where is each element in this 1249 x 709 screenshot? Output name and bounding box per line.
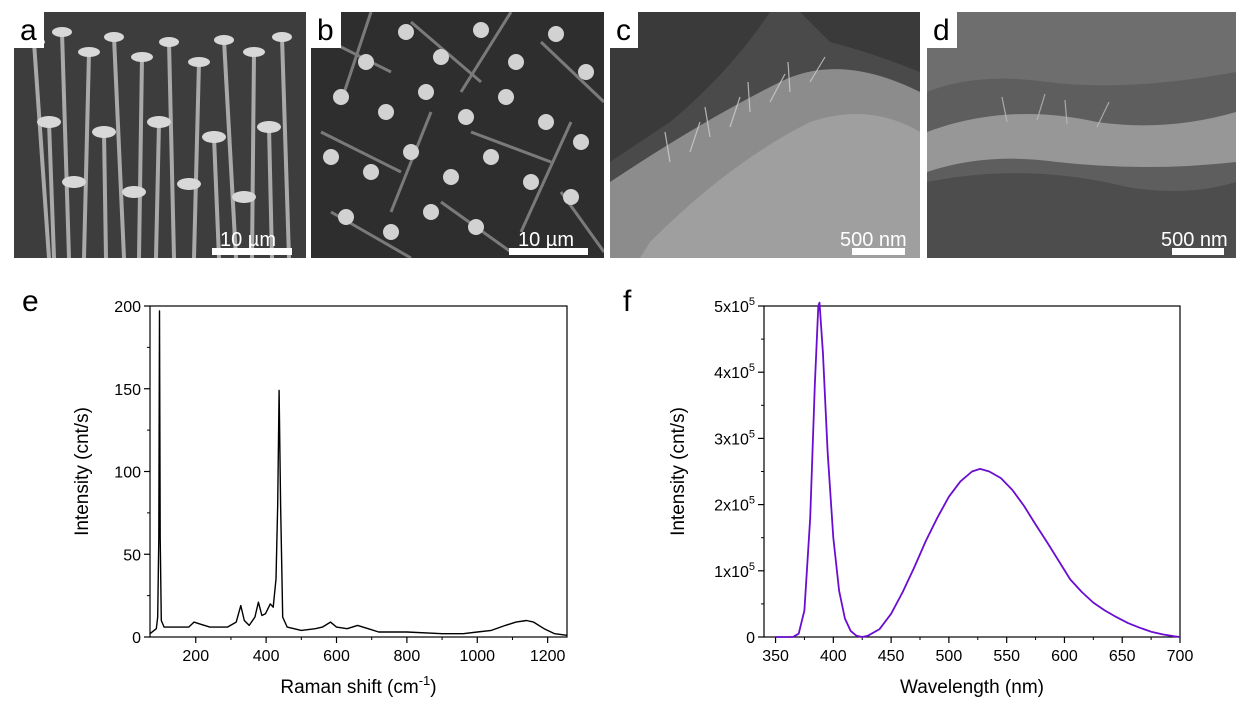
y-axis-title-e: Intensity (cnt/s): [72, 407, 93, 536]
x-axis-title-e: Raman shift (cm-1): [280, 673, 436, 698]
x-tick-label-f: 650: [1109, 648, 1136, 665]
panel-label-d: d: [927, 12, 957, 48]
x-tick-label-f: 550: [993, 648, 1020, 665]
panel-label-b: b: [311, 12, 341, 48]
y-tick-exponent-f: 5: [749, 296, 755, 308]
x-tick-label-e: 600: [323, 648, 350, 665]
y-tick-label-f: 4x105: [714, 362, 755, 382]
x-axis-title-f: Wavelength (nm): [900, 677, 1044, 698]
y-tick-exponent-f: 5: [749, 495, 755, 507]
panel-label-e: e: [22, 285, 39, 318]
y-tick-label-f: 5x105: [714, 296, 755, 316]
x-tick-label-f: 350: [762, 648, 789, 665]
x-tick-label-e: 1000: [459, 648, 495, 665]
x-tick-label-e: 400: [253, 648, 280, 665]
y-tick-exponent-f: 5: [749, 561, 755, 573]
x-tick-label-f: 700: [1167, 648, 1194, 665]
y-tick-label-f: 2x105: [714, 495, 755, 515]
chart-e: 200 400 600 800 1000 1200 0 50 100 150 200 Raman sh…: [72, 299, 568, 698]
scale-text-b: 10 µm: [518, 229, 574, 251]
panel-label-f: f: [623, 285, 632, 318]
x-tick-label-e: 800: [394, 648, 421, 665]
y-tick-label-f: 1x105: [714, 561, 755, 581]
series-line-e: [149, 310, 568, 636]
scale-bar-b: [509, 248, 588, 255]
series-line-f: [775, 301, 1181, 638]
scale-bar-c: [852, 248, 905, 255]
scale-bar-a: [212, 248, 292, 255]
x-tick-label-f: 400: [820, 648, 847, 665]
x-axis-title-end-e: ): [430, 677, 436, 698]
sem-image-a: a 10 µm: [14, 12, 306, 258]
scale-text-a: 10 µm: [220, 229, 276, 251]
y-tick-exponent-f: 5: [749, 362, 755, 374]
scale-bar-d: [1172, 248, 1224, 255]
x-tick-label-f: 600: [1051, 648, 1078, 665]
x-tick-label-f: 450: [878, 648, 905, 665]
y-tick-label-f: 3x105: [714, 428, 755, 448]
chart-f: 350 400 450 500 550 600 650 700 0 1x105 2x105 3x105…: [668, 296, 1193, 698]
y-tick-label-e: 100: [114, 465, 141, 482]
panel-label-a: a: [14, 12, 44, 48]
y-tick-exponent-f: 5: [749, 428, 755, 440]
y-tick-label-e: 0: [132, 630, 141, 647]
y-tick-label-e: 150: [114, 382, 141, 399]
sem-image-d: d 500 nm: [927, 12, 1236, 258]
plot-frame-e: [149, 305, 568, 638]
x-tick-label-e: 1200: [530, 648, 566, 665]
y-tick-label-e: 50: [123, 547, 141, 564]
sem-image-b: b 10 µm: [311, 12, 604, 258]
sem-image-c: c 500 nm: [610, 12, 920, 258]
x-tick-label-f: 500: [936, 648, 963, 665]
x-axis-title-sup-e: -1: [419, 673, 431, 688]
y-axis-title-f: Intensity (cnt/s): [668, 407, 689, 536]
scale-text-d: 500 nm: [1161, 229, 1228, 251]
panel-label-c: c: [610, 12, 638, 48]
y-tick-label-f: 0: [746, 630, 755, 647]
y-tick-label-e: 200: [114, 299, 141, 316]
x-tick-label-e: 200: [182, 648, 209, 665]
scale-text-c: 500 nm: [840, 229, 907, 251]
